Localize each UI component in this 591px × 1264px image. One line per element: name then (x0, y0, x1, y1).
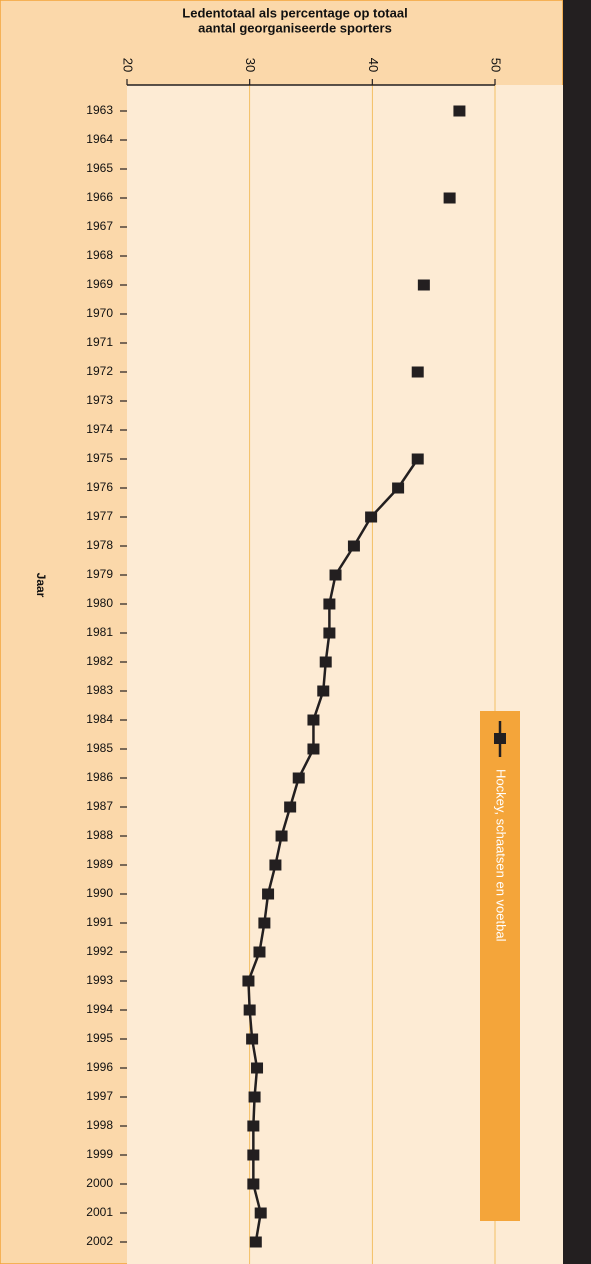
marker (251, 1062, 264, 1074)
series-line (247, 458, 419, 1243)
y-tick-label: 1990 (86, 886, 113, 900)
marker (443, 192, 456, 204)
marker (253, 946, 266, 958)
marker (392, 482, 405, 494)
y-tick-label: 1963 (86, 103, 113, 117)
y-tick-label: 1969 (86, 277, 113, 291)
y-tick-label: 1989 (86, 857, 113, 871)
marker (269, 859, 282, 871)
legend-marker (494, 733, 506, 744)
marker (307, 743, 320, 755)
legend-label: Hockey, schaatsen en voetbal (494, 769, 509, 942)
x-tick-label: 30 (243, 58, 258, 72)
y-tick-label: 1979 (86, 567, 113, 581)
marker (249, 1236, 262, 1248)
y-tick-label: 1986 (86, 770, 113, 784)
marker (243, 1004, 256, 1016)
y-tick-label: 1968 (86, 248, 113, 262)
marker (247, 1149, 260, 1161)
marker (284, 801, 297, 813)
marker (411, 366, 424, 378)
y-tick-label: 1984 (86, 712, 113, 726)
side-strip (563, 0, 591, 1264)
marker (307, 714, 320, 726)
marker (365, 511, 378, 523)
marker (453, 105, 466, 117)
y-tick-label: 1992 (86, 944, 113, 958)
x-tick-label: 20 (121, 58, 136, 72)
y-tick-label: 1977 (86, 509, 113, 523)
y-tick-label: 1988 (86, 828, 113, 842)
y-tick-label: 1987 (86, 799, 113, 813)
x-tick-label: 50 (489, 58, 504, 72)
y-tick-label: 1967 (86, 219, 113, 233)
chart-title: aantal georganiseerde sporters (198, 20, 392, 35)
marker (323, 627, 336, 639)
marker (411, 453, 424, 465)
chart-title: Ledentotaal als percentage op totaal (182, 5, 407, 20)
y-tick-label: 1993 (86, 973, 113, 987)
legend-box (480, 711, 520, 1221)
y-tick-label: 1999 (86, 1147, 113, 1161)
y-tick-label: 1971 (86, 335, 113, 349)
y-tick-label: 1997 (86, 1089, 113, 1103)
marker (248, 1091, 261, 1103)
y-axis-label: Jaar (34, 573, 48, 598)
marker (254, 1207, 267, 1219)
marker (258, 917, 271, 929)
marker (246, 1033, 259, 1045)
y-tick-label: 1976 (86, 480, 113, 494)
y-tick-label: 1985 (86, 741, 113, 755)
marker (329, 569, 342, 581)
y-tick-label: 1983 (86, 683, 113, 697)
y-tick-label: 1966 (86, 190, 113, 204)
y-tick-label: 1972 (86, 364, 113, 378)
marker (292, 772, 305, 784)
marker (247, 1178, 260, 1190)
y-tick-label: 1998 (86, 1118, 113, 1132)
y-tick-label: 2001 (86, 1205, 113, 1219)
x-tick-label: 40 (366, 58, 381, 72)
y-tick-label: 1981 (86, 625, 113, 639)
y-tick-label: 1970 (86, 306, 113, 320)
marker (262, 888, 275, 900)
y-tick-label: 1975 (86, 451, 113, 465)
y-tick-label: 1980 (86, 596, 113, 610)
y-tick-label: 1964 (86, 132, 113, 146)
y-tick-label: 1991 (86, 915, 113, 929)
marker (417, 279, 430, 291)
marker (242, 975, 255, 987)
y-tick-label: 2002 (86, 1234, 113, 1248)
y-tick-label: 1995 (86, 1031, 113, 1045)
y-tick-label: 1996 (86, 1060, 113, 1074)
marker (275, 830, 288, 842)
y-tick-label: 1978 (86, 538, 113, 552)
y-tick-label: 1994 (86, 1002, 113, 1016)
y-tick-label: 2000 (86, 1176, 113, 1190)
y-tick-label: 1974 (86, 422, 113, 436)
marker (347, 540, 360, 552)
marker (317, 685, 330, 697)
marker (319, 656, 332, 668)
y-tick-label: 1973 (86, 393, 113, 407)
marker (247, 1120, 260, 1132)
y-tick-label: 1982 (86, 654, 113, 668)
marker (323, 598, 336, 610)
y-tick-label: 1965 (86, 161, 113, 175)
